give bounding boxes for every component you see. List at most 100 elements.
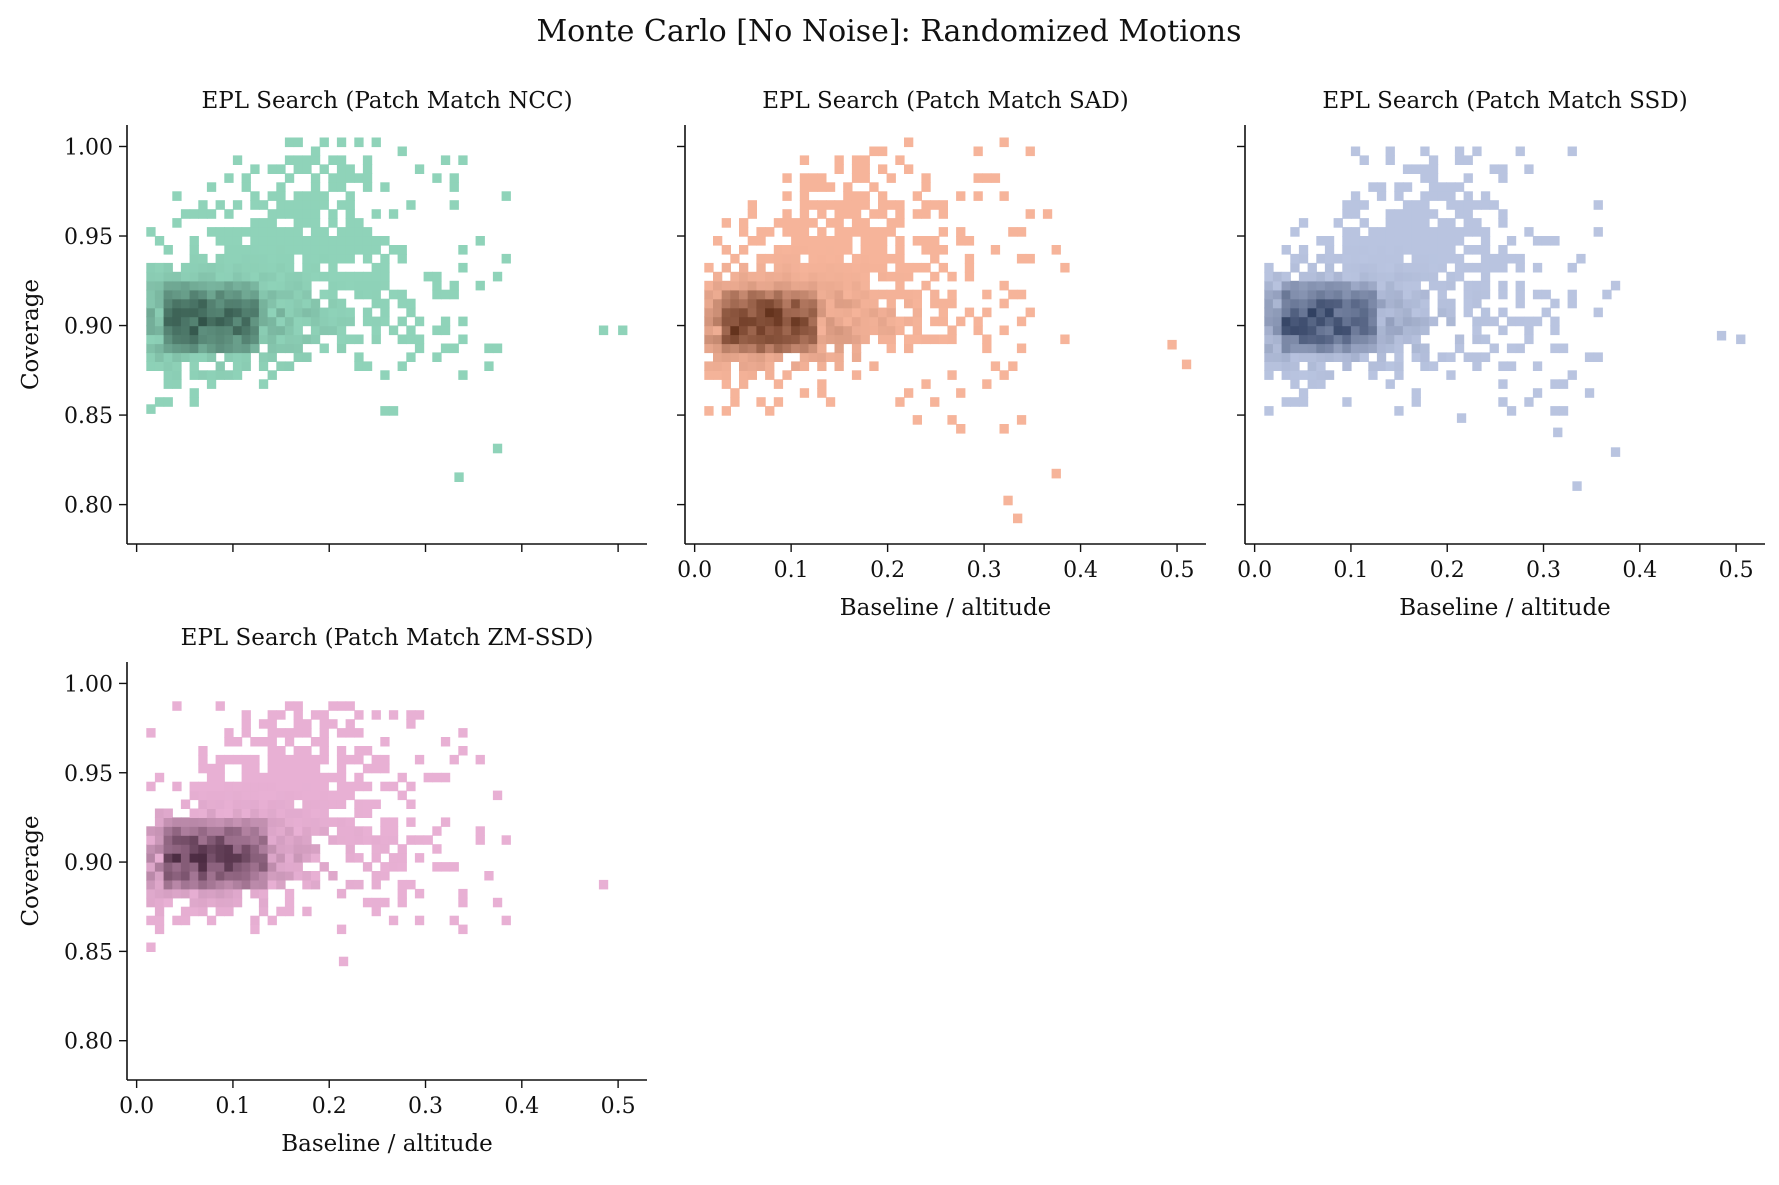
heatmap-cell — [258, 200, 269, 210]
heatmap-cell — [1506, 361, 1517, 371]
heatmap-cell — [198, 289, 208, 300]
heatmap-cell — [440, 862, 451, 872]
heatmap-cell — [198, 817, 208, 827]
heatmap-cell — [215, 361, 225, 371]
heatmap-cell — [1463, 209, 1473, 219]
heatmap-cell — [1498, 173, 1508, 183]
heatmap-cell — [1411, 227, 1421, 237]
heatmap-cell — [232, 289, 243, 300]
heatmap-cell — [276, 164, 286, 174]
heatmap-cell — [886, 173, 896, 183]
heatmap-cell — [1307, 370, 1317, 380]
heatmap-cell — [302, 253, 312, 264]
heatmap-cell — [1402, 245, 1413, 255]
heatmap-cell — [258, 262, 269, 273]
heatmap-cell — [310, 799, 321, 809]
heatmap-cell — [328, 325, 338, 336]
heatmap-cell — [154, 280, 165, 291]
heatmap-cell — [1264, 280, 1274, 291]
heatmap-cell — [1420, 289, 1430, 300]
heatmap-cell — [756, 361, 766, 371]
heatmap-cell — [1550, 298, 1560, 309]
heatmap-cell — [1411, 262, 1421, 273]
heatmap-cell — [215, 298, 225, 309]
heatmap-cell — [189, 888, 199, 899]
heatmap-cell — [1428, 253, 1439, 264]
heatmap-cell — [172, 826, 182, 836]
heatmap-cell — [310, 781, 321, 792]
heatmap-cell — [250, 262, 260, 273]
heatmap-cell — [354, 781, 364, 792]
heatmap-cell — [224, 298, 234, 309]
heatmap-cell — [782, 227, 792, 237]
heatmap-cell — [284, 209, 295, 219]
heatmap-cell — [371, 754, 381, 765]
heatmap-cell — [1524, 397, 1534, 407]
heatmap-cell — [773, 289, 784, 300]
heatmap-cell — [1025, 307, 1035, 318]
heatmap-cell — [1480, 262, 1491, 273]
heatmap-cell — [180, 262, 191, 273]
heatmap-cell — [310, 227, 321, 237]
heatmap-cell — [284, 844, 295, 854]
heatmap-cell — [704, 334, 714, 345]
heatmap-cell — [1316, 316, 1326, 327]
heatmap-cell — [1411, 236, 1421, 246]
heatmap-cell — [1368, 262, 1378, 273]
heatmap-cell — [1307, 298, 1317, 309]
heatmap-cell — [1420, 361, 1430, 371]
heatmap-cell — [1454, 236, 1465, 246]
heatmap-cell — [406, 879, 416, 890]
heatmap-cell — [808, 182, 818, 192]
heatmap-cell — [1446, 182, 1456, 192]
heatmap-cell — [1437, 245, 1447, 255]
heatmap-cell — [198, 826, 208, 836]
heatmap-cell — [713, 236, 723, 246]
heatmap-cell — [154, 844, 165, 854]
heatmap-cell — [1446, 253, 1456, 264]
heatmap-cell — [163, 853, 173, 863]
heatmap-cell — [258, 906, 269, 917]
heatmap-cell — [1290, 298, 1300, 309]
heatmap-cell — [1359, 325, 1369, 336]
heatmap-cell — [492, 343, 503, 354]
heatmap-cell — [747, 343, 757, 354]
heatmap-cell — [1342, 334, 1352, 345]
heatmap-cell — [336, 325, 347, 336]
heatmap-cell — [921, 245, 931, 255]
heatmap-cell — [224, 262, 234, 273]
heatmap-cell — [1385, 155, 1395, 165]
heatmap-cell — [189, 280, 199, 291]
heatmap-cell — [1524, 164, 1534, 174]
heatmap-cell — [345, 245, 355, 255]
heatmap-cell — [1420, 253, 1430, 264]
heatmap-cell — [817, 307, 827, 318]
heatmap-cell — [198, 754, 208, 765]
heatmap-cell — [1593, 352, 1603, 362]
heatmap-cell — [189, 370, 199, 380]
heatmap-cell — [354, 245, 364, 255]
heatmap-cell — [336, 746, 347, 756]
heatmap-cell — [232, 826, 243, 836]
heatmap-cell — [492, 897, 503, 908]
heatmap-cell — [756, 227, 766, 237]
heatmap-cell — [782, 325, 792, 336]
heatmap-cell — [284, 888, 295, 899]
heatmap-cell — [1550, 343, 1560, 354]
heatmap-cell — [1342, 262, 1352, 273]
heatmap-cell — [912, 262, 922, 273]
heatmap-cell — [869, 361, 879, 371]
heatmap-cell — [730, 271, 740, 282]
heatmap-cell — [328, 701, 338, 711]
heatmap-cell — [1307, 271, 1317, 282]
heatmap-cell — [302, 853, 312, 863]
heatmap-cell — [232, 253, 243, 264]
heatmap-cell — [310, 808, 321, 818]
heatmap-cell — [276, 746, 286, 756]
heatmap-cell — [990, 361, 1001, 371]
heatmap-cell — [739, 343, 749, 354]
heatmap-cell — [154, 835, 165, 845]
heatmap-cell — [310, 253, 321, 264]
heatmap-cell — [371, 262, 381, 273]
heatmap-cell — [267, 781, 277, 792]
